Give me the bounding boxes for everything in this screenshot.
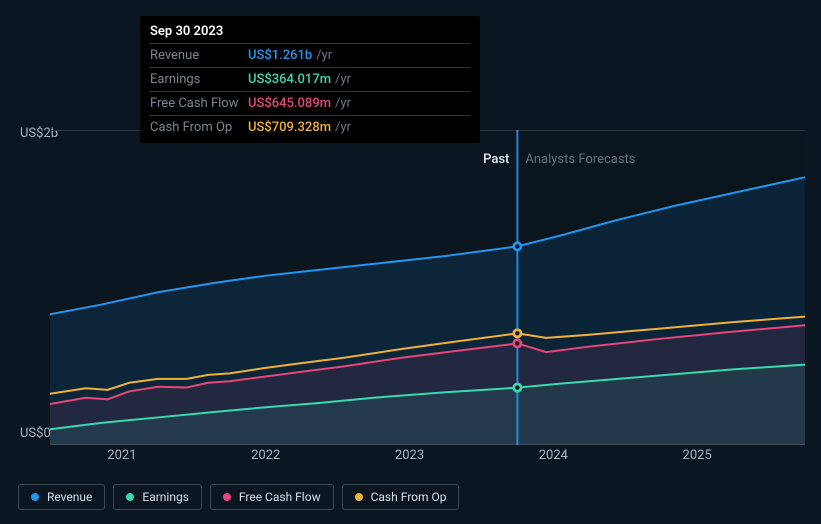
tooltip-row-value: US$1.261b: [248, 48, 312, 63]
tooltip-row: EarningsUS$364.017m/yr: [150, 67, 470, 91]
tooltip-row-value: US$645.089m: [248, 96, 331, 111]
chart-tooltip: Sep 30 2023 RevenueUS$1.261b/yrEarningsU…: [140, 16, 480, 143]
legend-label: Cash From Op: [371, 490, 447, 504]
x-tick-label: 2024: [539, 448, 568, 463]
tooltip-row-unit: /yr: [335, 72, 351, 87]
chart-plot[interactable]: [50, 130, 805, 445]
chart-legend: Revenue Earnings Free Cash Flow Cash From O…: [18, 484, 459, 510]
x-axis-labels: 2021 2022 2023 2024 2025: [50, 448, 805, 468]
tooltip-row-unit: /yr: [335, 120, 351, 135]
legend-label: Free Cash Flow: [239, 490, 321, 504]
legend-item[interactable]: Cash From Op: [342, 484, 460, 510]
legend-item[interactable]: Free Cash Flow: [210, 484, 334, 510]
legend-item[interactable]: Revenue: [18, 484, 105, 510]
legend-label: Revenue: [47, 490, 92, 504]
legend-item[interactable]: Earnings: [113, 484, 202, 510]
x-tick-label: 2025: [683, 448, 712, 463]
legend-dot-icon: [223, 493, 231, 501]
tooltip-row-unit: /yr: [316, 48, 332, 63]
tooltip-row-unit: /yr: [335, 96, 351, 111]
tooltip-row-label: Revenue: [150, 48, 248, 63]
x-tick-label: 2021: [107, 448, 136, 463]
x-tick-label: 2022: [251, 448, 280, 463]
financial-chart: US$2b US$0 Past Analysts Forecasts 20212…: [0, 0, 821, 524]
legend-label: Earnings: [142, 490, 189, 504]
y-axis-min-label: US$0: [20, 426, 51, 441]
tooltip-date: Sep 30 2023: [150, 24, 470, 43]
tooltip-row-label: Cash From Op: [150, 120, 248, 135]
tooltip-row: Free Cash FlowUS$645.089m/yr: [150, 91, 470, 115]
x-tick-label: 2023: [395, 448, 424, 463]
tooltip-row: Cash From OpUS$709.328m/yr: [150, 115, 470, 139]
legend-dot-icon: [126, 493, 134, 501]
tooltip-row-label: Free Cash Flow: [150, 96, 248, 111]
legend-dot-icon: [355, 493, 363, 501]
tooltip-row: RevenueUS$1.261b/yr: [150, 43, 470, 67]
tooltip-row-value: US$709.328m: [248, 120, 331, 135]
tooltip-row-value: US$364.017m: [248, 72, 331, 87]
tooltip-row-label: Earnings: [150, 72, 248, 87]
legend-dot-icon: [31, 493, 39, 501]
